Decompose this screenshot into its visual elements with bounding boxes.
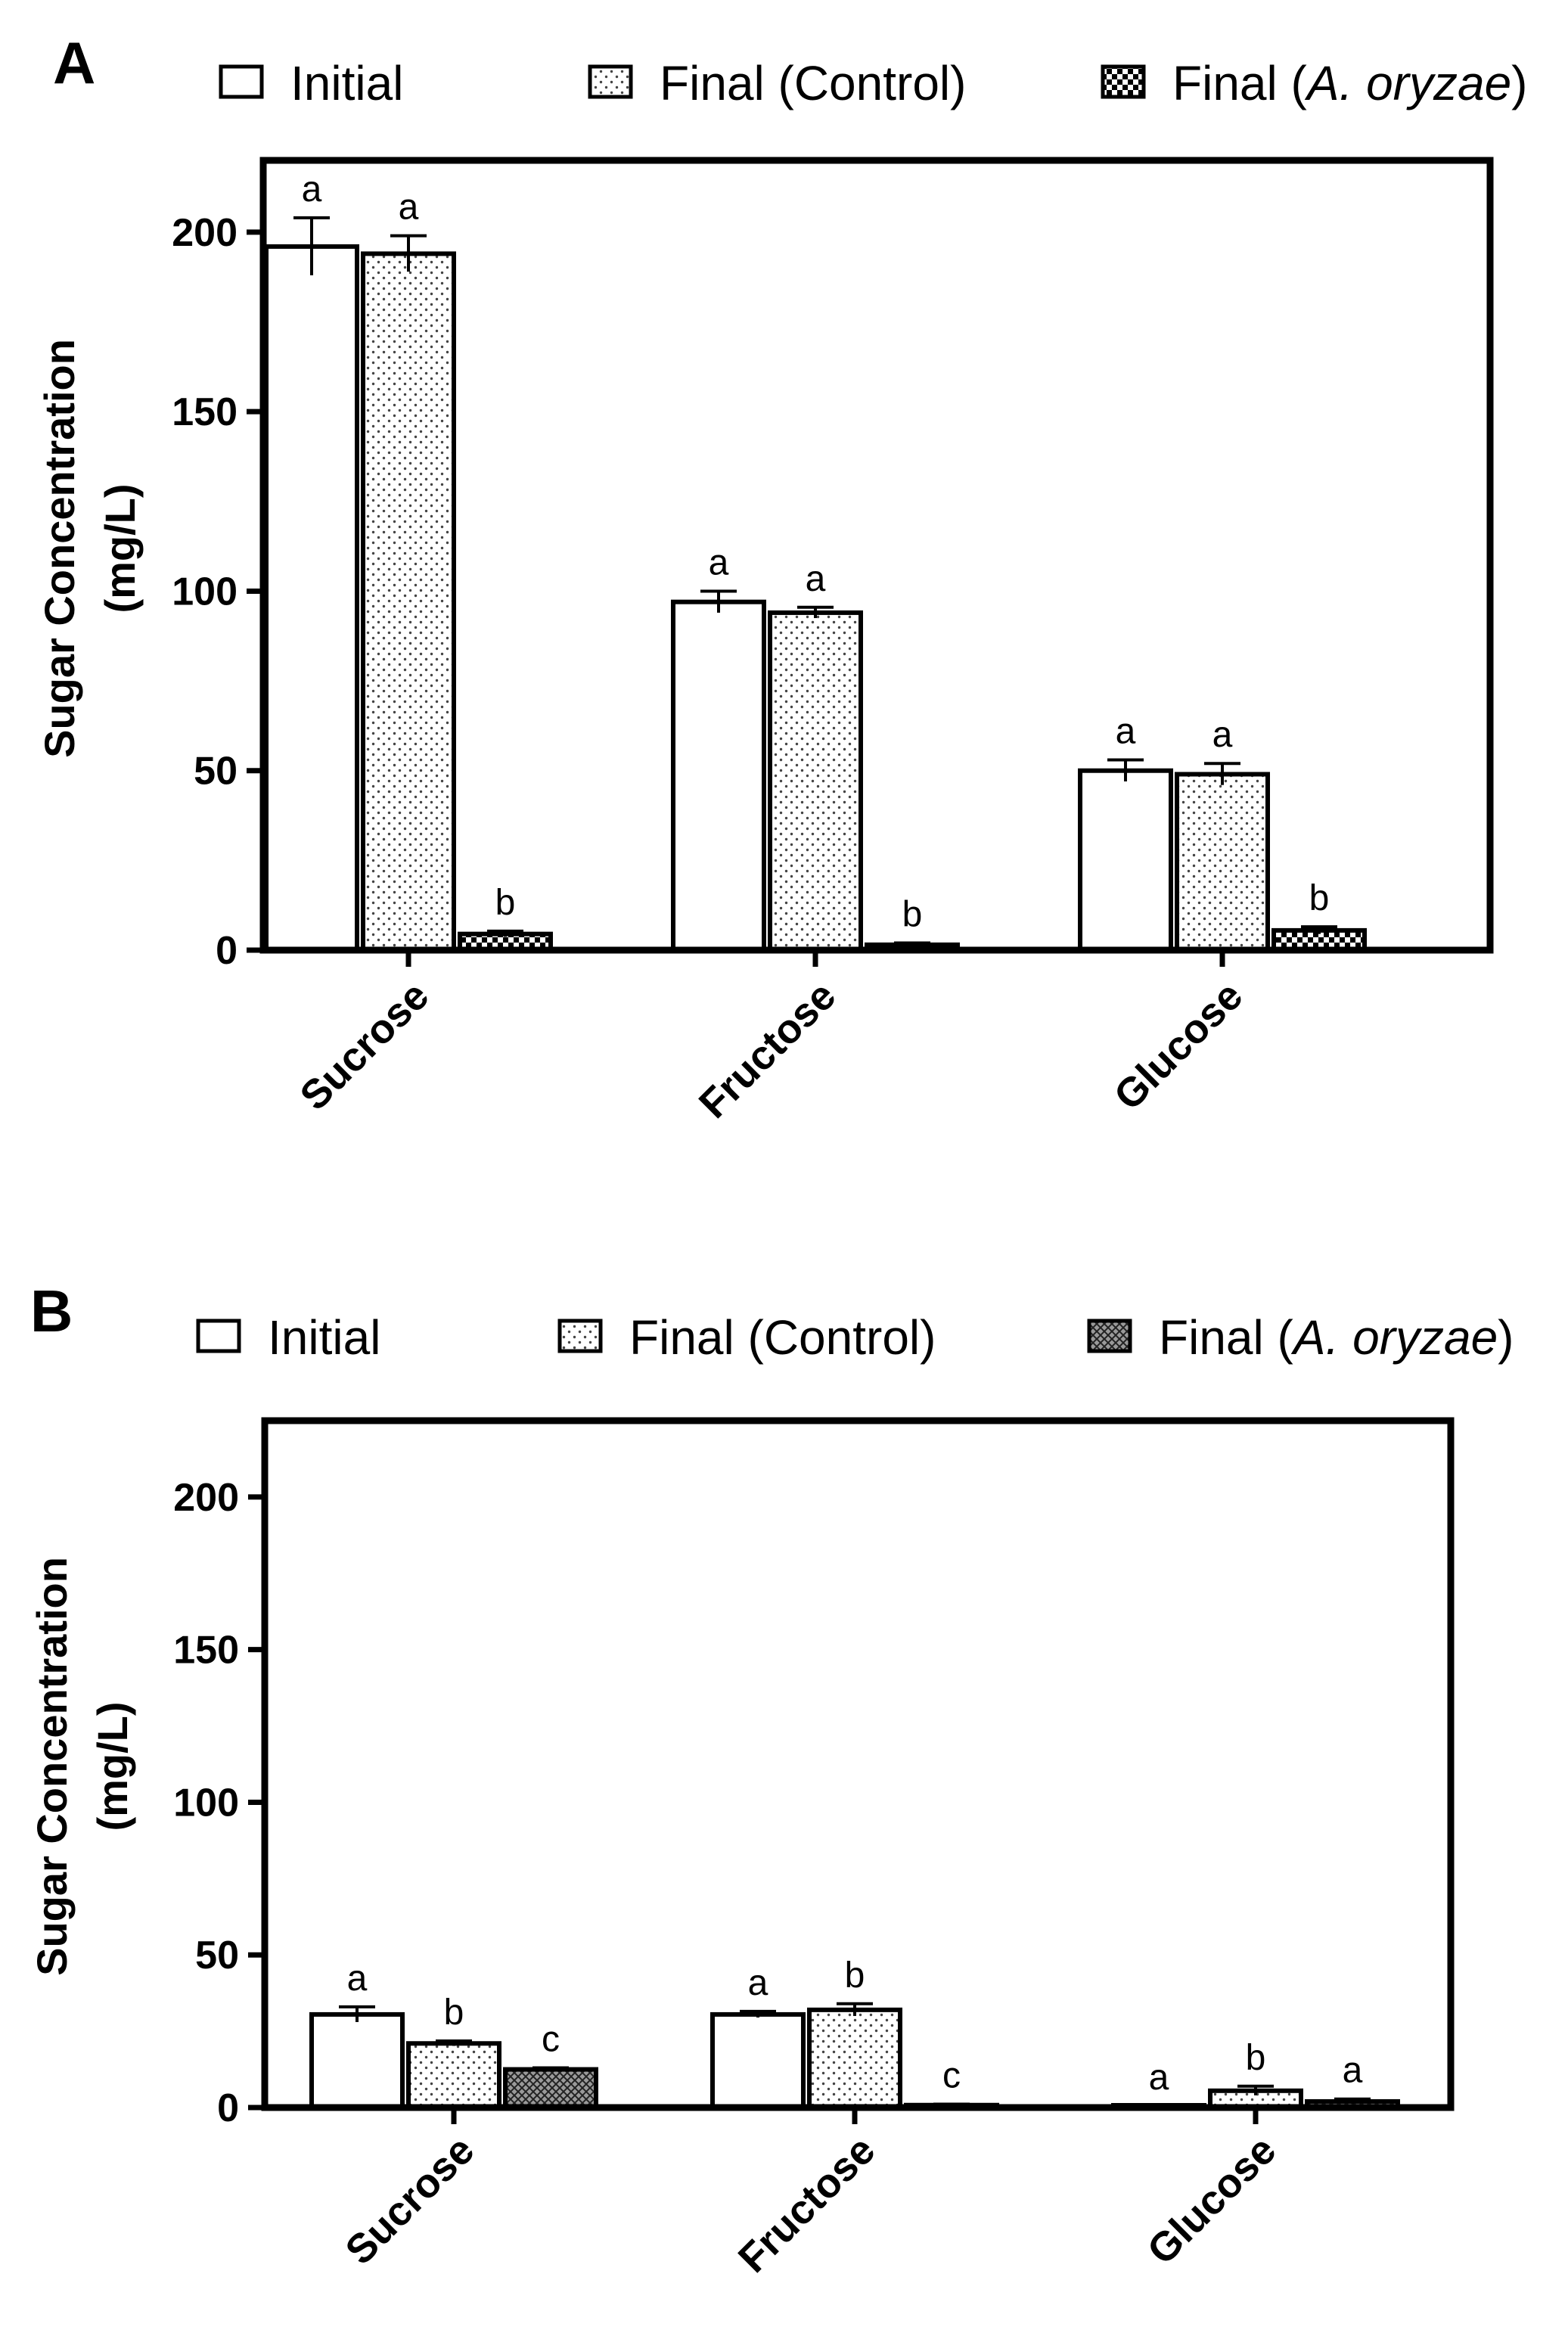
significance-label: c <box>542 2020 560 2060</box>
significance-label: a <box>1343 2051 1363 2091</box>
bar <box>768 610 863 952</box>
significance-label: b <box>1246 2038 1266 2078</box>
significance-label: a <box>1116 711 1136 751</box>
legend-label: Final (A. oryzae) <box>1159 1310 1514 1365</box>
significance-label: b <box>495 883 516 923</box>
legend: Initial Final (Control) Final (A. oryzae) <box>196 1310 1514 1365</box>
y-tick-label: 0 <box>217 2086 239 2130</box>
legend-label: Final (A. oryzae) <box>1172 56 1527 110</box>
significance-label: a <box>1149 2058 1169 2098</box>
bar <box>309 2011 405 2110</box>
significance-label: a <box>1212 715 1233 755</box>
y-tick-label: 150 <box>172 390 238 434</box>
bar <box>671 599 766 952</box>
legend: Initial Final (Control) Final (A. oryzae) <box>219 56 1527 110</box>
legend-label: Final (Control) <box>660 56 966 110</box>
y-axis-label: Sugar Concentration <box>28 1557 76 1976</box>
bar <box>406 2041 501 2111</box>
category-label: Glucose <box>1105 973 1251 1119</box>
y-tick-label: 200 <box>172 211 238 255</box>
plot-frame <box>259 157 1494 954</box>
significance-label: a <box>748 1963 768 2003</box>
legend-label: Initial <box>290 56 403 110</box>
significance-label: b <box>845 1955 865 1996</box>
y-tick-label: 150 <box>173 1629 239 1673</box>
significance-label: b <box>902 895 923 935</box>
legend-swatch <box>557 1319 603 1353</box>
y-tick-label: 200 <box>173 1476 239 1520</box>
legend-swatch <box>1087 1319 1132 1353</box>
category-label: Glucose <box>1138 2127 1284 2273</box>
y-tick-label: 100 <box>172 570 238 614</box>
y-tick-label: 50 <box>194 750 238 794</box>
plot-frame <box>261 1417 1455 2111</box>
bar <box>710 2011 806 2110</box>
bar <box>1078 768 1173 953</box>
panel-letter: A <box>53 30 95 96</box>
y-tick-label: 0 <box>216 929 238 973</box>
legend-swatch <box>196 1319 241 1353</box>
category-label: Sucrose <box>291 973 437 1119</box>
bar <box>1175 772 1270 952</box>
y-axis-label: Sugar Concentration <box>36 339 83 758</box>
legend-label: Final (Control) <box>629 1310 936 1365</box>
significance-label: a <box>709 542 729 582</box>
bar <box>503 2067 598 2111</box>
bar <box>361 251 456 952</box>
legend-swatch <box>219 64 264 99</box>
y-tick-label: 50 <box>195 1934 239 1977</box>
panel-b: B Initial Final (Control) Final (A. oryzae)… <box>28 1278 1514 2282</box>
y-axis-unit: (mg/L) <box>88 1701 136 1831</box>
legend-swatch <box>588 64 633 99</box>
significance-label: a <box>399 188 419 228</box>
bar <box>807 2007 902 2111</box>
legend-swatch <box>1101 64 1146 99</box>
category-label: Fructose <box>730 2127 884 2282</box>
y-tick-label: 100 <box>173 1781 239 1825</box>
significance-label: a <box>302 169 322 210</box>
panel-a: A Initial Final (Control) Final (A. oryzae)… <box>36 30 1527 1127</box>
significance-label: b <box>444 1993 464 2033</box>
bar <box>264 244 359 952</box>
legend-label: Initial <box>268 1310 380 1365</box>
y-axis-unit: (mg/L) <box>96 483 144 613</box>
significance-label: c <box>942 2056 961 2096</box>
significance-label: b <box>1309 878 1330 918</box>
panel-letter: B <box>30 1278 73 1344</box>
category-label: Fructose <box>691 973 845 1127</box>
category-label: Sucrose <box>337 2127 483 2273</box>
significance-label: a <box>806 559 826 599</box>
significance-label: a <box>347 1959 368 1999</box>
